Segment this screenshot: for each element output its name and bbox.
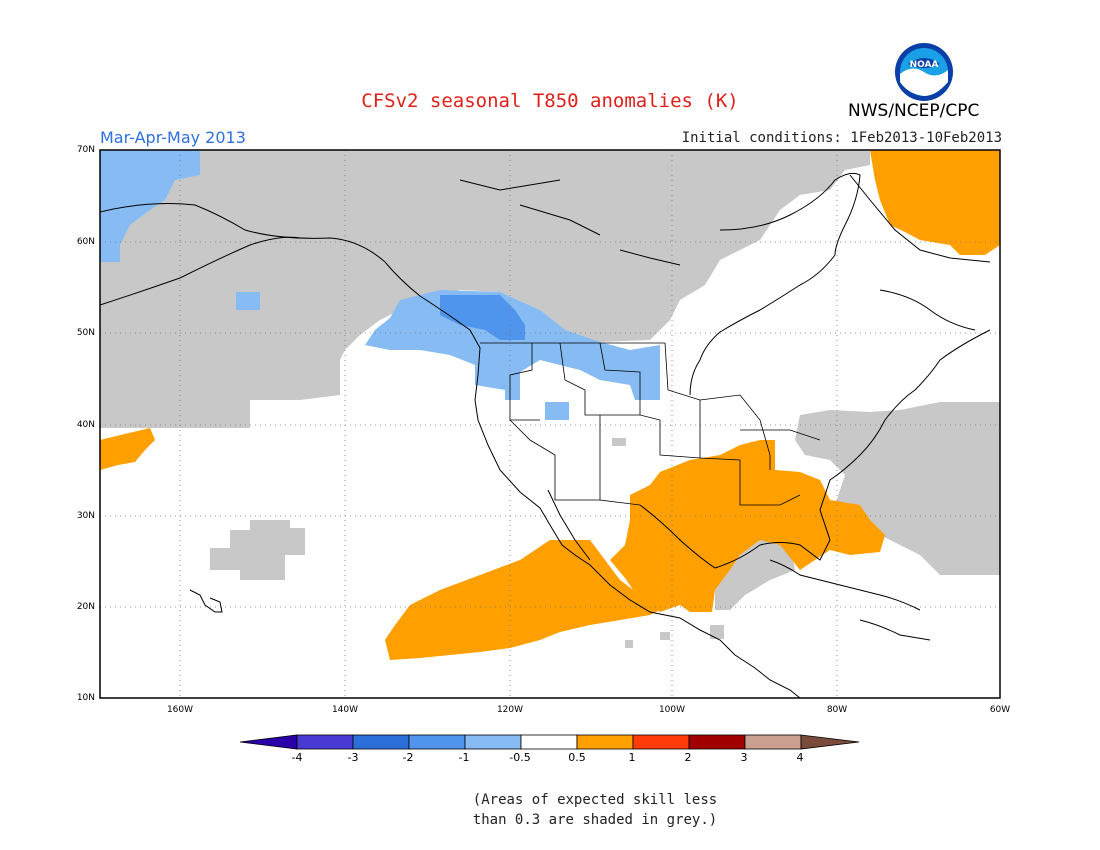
agency-label: NWS/NCEP/CPC <box>848 101 980 121</box>
blue-area-alaska-spot <box>236 292 260 310</box>
colorbar-label: 0.5 <box>568 751 586 764</box>
lon-label: 80W <box>826 705 848 715</box>
colorbar-segment <box>800 734 860 750</box>
skill-note-line2: than 0.3 are shaded in grey.) <box>472 812 718 828</box>
colorbar-segment <box>239 734 298 750</box>
shading-layer <box>100 150 1000 660</box>
grey-area-southeast <box>795 402 1000 575</box>
colorbar-segment <box>744 734 802 750</box>
grey-spot <box>660 632 670 640</box>
grey-area-hawaii <box>210 520 305 580</box>
blue-area-alaska <box>100 150 200 262</box>
colorbar-segment <box>688 734 746 750</box>
colorbar-segment <box>632 734 690 750</box>
blue-area-northwest <box>365 290 660 400</box>
lon-label: 140W <box>331 705 359 715</box>
map-frame <box>99 149 1001 699</box>
lat-label: 70N <box>76 145 95 155</box>
colorbar-segment <box>296 734 354 750</box>
colorbar-segment <box>352 734 410 750</box>
lat-label: 20N <box>76 602 95 612</box>
lat-label: 40N <box>76 420 95 430</box>
colorbar-label: -0.5 <box>509 751 531 764</box>
grey-spot <box>625 640 633 648</box>
lon-label: 60W <box>989 705 1011 715</box>
colorbar-label: -4 <box>291 751 303 764</box>
colorbar-segment <box>520 734 578 750</box>
colorbar-label: 1 <box>628 751 636 764</box>
coastlines <box>99 172 991 699</box>
colorbar-segment <box>576 734 634 750</box>
orange-area-south-us <box>610 440 885 612</box>
page-title: CFSv2 seasonal T850 anomalies (K) <box>361 90 739 112</box>
orange-area-dateline <box>100 428 155 470</box>
grey-spot <box>612 438 626 446</box>
lat-label: 60N <box>76 237 95 247</box>
grey-area-gulf <box>715 540 795 610</box>
blue-area-rockies-spot <box>545 402 569 420</box>
grey-area-north <box>100 150 870 428</box>
lon-label: 100W <box>658 705 686 715</box>
mid-blue-area-bc <box>440 295 525 340</box>
colorbar-label: -1 <box>458 751 470 764</box>
skill-note-line1: (Areas of expected skill less <box>472 792 718 808</box>
noaa-logo: NOAA <box>895 43 953 101</box>
lat-label: 10N <box>76 693 95 703</box>
lat-label: 30N <box>76 511 95 521</box>
colorbar-segment <box>464 734 522 750</box>
colorbar-label: 4 <box>796 751 804 764</box>
svg-text:NOAA: NOAA <box>910 60 939 70</box>
orange-area-east-pacific <box>385 540 660 660</box>
grey-spot <box>710 625 724 639</box>
colorbar-label: 3 <box>740 751 748 764</box>
colorbar-label: -3 <box>347 751 359 764</box>
lon-label: 120W <box>496 705 524 715</box>
lat-label: 50N <box>76 328 95 338</box>
initial-conditions-label: Initial conditions: 1Feb2013-10Feb2013 <box>681 130 1002 146</box>
season-label: Mar-Apr-May 2013 <box>100 128 246 147</box>
colorbar-segment <box>408 734 466 750</box>
colorbar-label: 2 <box>684 751 692 764</box>
state-borders <box>480 342 821 506</box>
orange-area-greenland <box>870 150 1000 255</box>
gridlines <box>100 150 1000 698</box>
colorbar-label: -2 <box>402 751 414 764</box>
lon-label: 160W <box>166 705 194 715</box>
